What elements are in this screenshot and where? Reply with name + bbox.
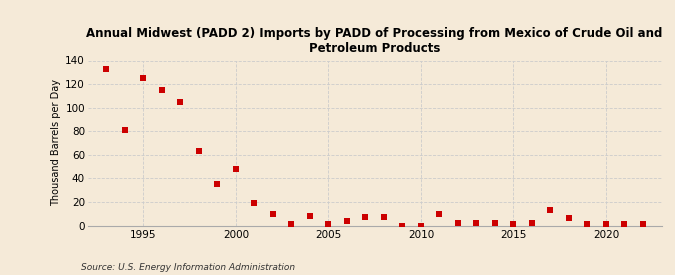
Point	[175, 100, 186, 104]
Point	[471, 221, 482, 225]
Point	[138, 76, 148, 80]
Point	[601, 222, 612, 227]
Point	[582, 222, 593, 227]
Point	[212, 182, 223, 186]
Title: Annual Midwest (PADD 2) Imports by PADD of Processing from Mexico of Crude Oil a: Annual Midwest (PADD 2) Imports by PADD …	[86, 27, 663, 55]
Point	[360, 215, 371, 219]
Point	[638, 222, 649, 227]
Point	[489, 221, 500, 225]
Y-axis label: Thousand Barrels per Day: Thousand Barrels per Day	[51, 79, 61, 207]
Point	[452, 221, 463, 225]
Point	[545, 208, 556, 212]
Point	[564, 216, 574, 221]
Text: Source: U.S. Energy Information Administration: Source: U.S. Energy Information Administ…	[81, 263, 295, 272]
Point	[157, 88, 167, 92]
Point	[342, 219, 352, 223]
Point	[323, 222, 333, 227]
Point	[508, 222, 519, 227]
Point	[194, 149, 205, 153]
Point	[286, 222, 297, 227]
Point	[416, 223, 427, 228]
Point	[230, 167, 241, 171]
Point	[619, 222, 630, 227]
Point	[397, 223, 408, 228]
Point	[304, 214, 315, 218]
Point	[119, 128, 130, 132]
Point	[267, 211, 278, 216]
Point	[434, 211, 445, 216]
Point	[526, 221, 537, 225]
Point	[101, 67, 111, 71]
Point	[249, 201, 260, 205]
Point	[379, 215, 389, 219]
